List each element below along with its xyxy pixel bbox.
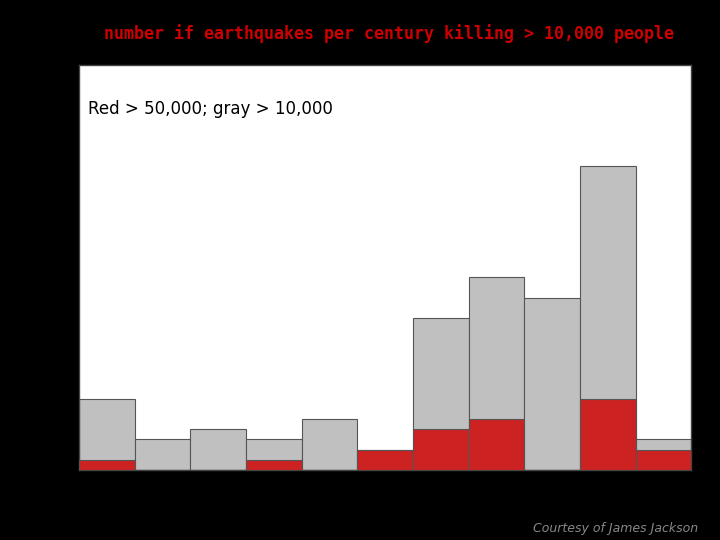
Text: Red > 50,000; gray > 10,000: Red > 50,000; gray > 10,000	[88, 100, 333, 118]
Bar	[357, 449, 413, 470]
Bar	[413, 429, 469, 470]
Bar	[79, 399, 135, 470]
Bar	[580, 166, 636, 470]
Bar	[302, 419, 357, 470]
Bar	[246, 460, 302, 470]
X-axis label: centuries: centuries	[330, 499, 441, 519]
Bar	[469, 278, 524, 470]
Bar	[580, 399, 636, 470]
Bar	[246, 440, 302, 470]
Y-axis label: Number of Events: Number of Events	[27, 162, 46, 373]
Text: number if earthquakes per century killing > 10,000 people: number if earthquakes per century killin…	[104, 24, 674, 43]
Bar	[357, 449, 413, 470]
Bar	[191, 429, 246, 470]
Bar	[469, 419, 524, 470]
Bar	[636, 449, 691, 470]
Text: Courtesy of James Jackson: Courtesy of James Jackson	[534, 522, 698, 535]
Bar	[135, 440, 191, 470]
Bar	[413, 318, 469, 470]
Bar	[79, 460, 135, 470]
Bar	[524, 298, 580, 470]
Bar	[636, 440, 691, 470]
